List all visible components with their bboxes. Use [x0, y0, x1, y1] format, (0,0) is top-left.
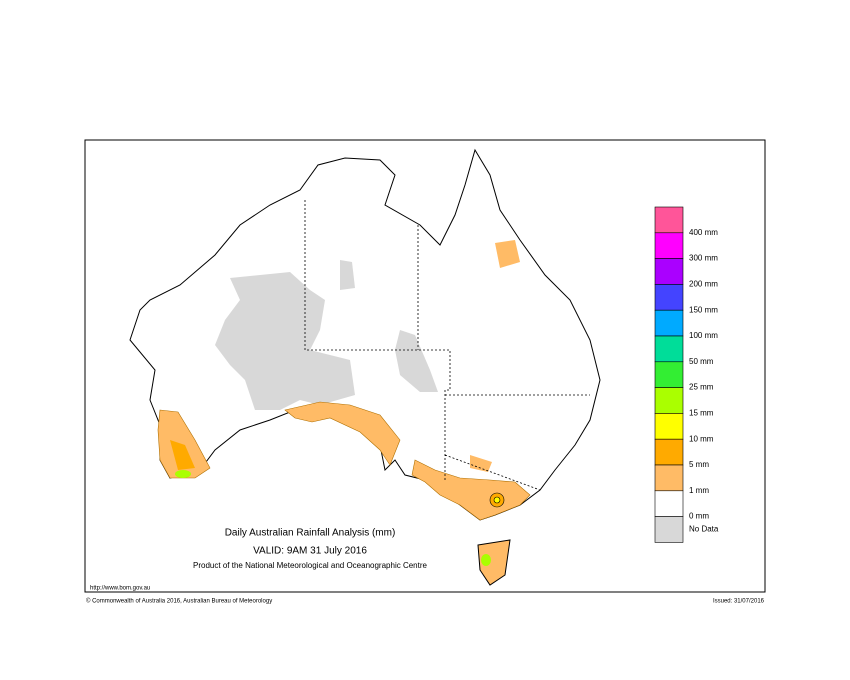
rain-area — [481, 554, 491, 566]
legend-swatch — [654, 258, 684, 285]
tasmania-outline — [477, 539, 511, 586]
rain-area — [470, 455, 492, 472]
issued-date: Issued: 31/07/2016 — [713, 599, 765, 605]
rain-area — [170, 440, 195, 470]
rain-area — [175, 470, 191, 478]
legend-swatch — [654, 490, 684, 517]
legend-swatch — [654, 438, 684, 466]
rain-area — [284, 401, 401, 466]
legend-swatch — [654, 464, 684, 492]
no-data-area — [215, 272, 355, 410]
legend-swatch — [654, 361, 684, 388]
legend-label: 50 mm — [689, 357, 714, 366]
legend-label: 150 mm — [689, 305, 718, 314]
legend-label: 10 mm — [689, 434, 714, 443]
legend-label: 400 mm — [689, 228, 718, 237]
legend-label: 1 mm — [689, 486, 709, 495]
legend-swatch — [654, 232, 684, 259]
legend-swatch — [654, 335, 684, 363]
legend-label: 300 mm — [689, 254, 718, 263]
legend-swatch — [654, 309, 684, 337]
product-note: Product of the National Meteorological a… — [193, 561, 427, 570]
rain-area — [493, 496, 501, 504]
legend-swatch — [654, 516, 684, 543]
legend-swatch — [654, 413, 684, 440]
copyright: © Commonwealth of Australia 2016, Austra… — [86, 598, 272, 605]
legend-label: No Data — [689, 525, 719, 534]
legend-swatch — [654, 284, 684, 311]
legend-swatch — [654, 387, 684, 414]
rain-area — [157, 409, 211, 479]
legend-label: 100 mm — [689, 331, 718, 340]
legend-label: 5 mm — [689, 460, 709, 469]
legend-label: 15 mm — [689, 409, 714, 418]
valid-time: VALID: 9AM 31 July 2016 — [253, 546, 367, 557]
rain-area — [495, 240, 520, 268]
legend-swatch — [654, 206, 684, 234]
legend-label: 200 mm — [689, 280, 718, 289]
no-data-area — [395, 330, 438, 392]
legend-label: 25 mm — [689, 383, 714, 392]
legend-label: 0 mm — [689, 512, 709, 521]
url: http://www.bom.gov.au — [90, 586, 150, 592]
map-title: Daily Australian Rainfall Analysis (mm) — [225, 528, 396, 539]
no-data-area — [340, 260, 355, 290]
legend: 400 mm 300 mm 200 mm 150 mm 100 mm 50 mm 25 mm… — [654, 206, 719, 543]
